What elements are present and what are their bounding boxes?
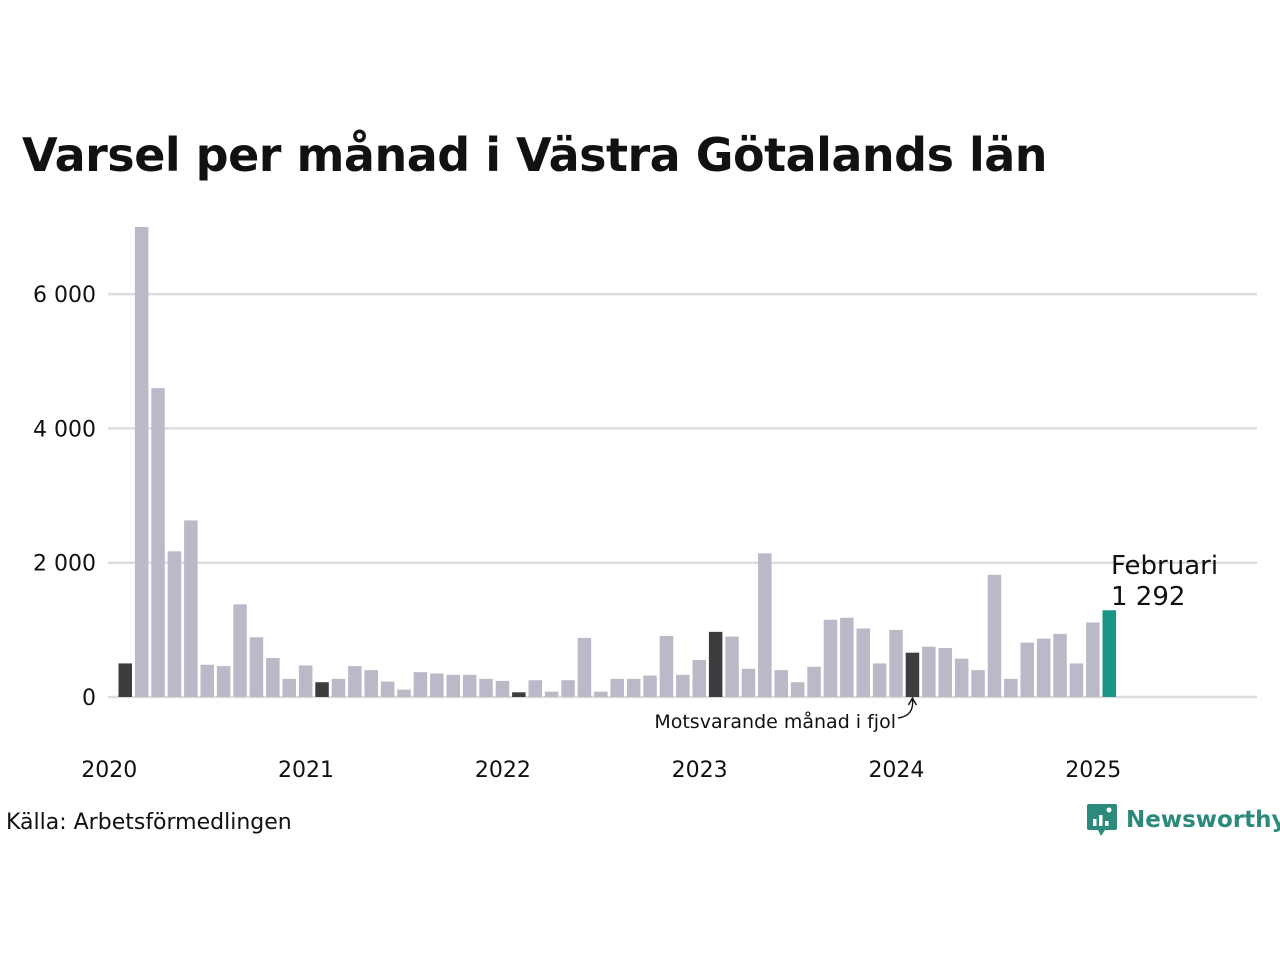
brand-logo: Newsworthy [1086, 802, 1280, 838]
bar [397, 689, 411, 697]
bar [790, 682, 805, 697]
bars [118, 227, 1116, 697]
annotation: Motsvarande månad i fjol [654, 696, 918, 733]
bar [528, 680, 542, 697]
bar [840, 617, 854, 697]
bar [1036, 638, 1051, 697]
bar [561, 680, 575, 697]
bar [1069, 663, 1084, 697]
bar [495, 680, 510, 697]
bar [331, 678, 346, 697]
bar [856, 628, 870, 697]
bar [577, 637, 592, 697]
bar [134, 227, 149, 697]
bar [184, 520, 198, 697]
bar [823, 619, 838, 697]
x-axis-ticks: 2020 2021 2022 2023 2024 2025 [81, 758, 1121, 783]
bar [971, 670, 985, 697]
x-tick-label: 2022 [475, 758, 531, 783]
current-value-label: 1 292 [1111, 582, 1185, 612]
bar [1102, 610, 1116, 697]
x-tick-label: 2021 [278, 758, 334, 783]
chart-title: Varsel per månad i Västra Götalands län [22, 128, 1048, 182]
bar [659, 635, 674, 697]
bar [741, 668, 756, 697]
bar [626, 678, 641, 697]
annotation-arrow [897, 698, 914, 719]
bar [446, 674, 460, 697]
bar [1020, 642, 1034, 697]
annotation-arrowhead [907, 696, 918, 706]
bar [1053, 633, 1067, 697]
bar [938, 647, 952, 697]
y-tick-label: 4 000 [33, 417, 96, 442]
bar [266, 658, 280, 697]
y-tick-label: 2 000 [33, 552, 96, 577]
bar [512, 692, 526, 697]
current-month-label: Februari [1111, 551, 1218, 581]
y-tick-label: 0 [82, 686, 96, 711]
chart-bubble-icon [1087, 804, 1117, 836]
bar [987, 574, 1002, 697]
bar [167, 551, 182, 697]
bar [364, 670, 378, 697]
bar [200, 664, 214, 697]
bar [922, 646, 936, 697]
bar [807, 666, 821, 697]
grid-lines [108, 292, 1257, 699]
bar [462, 674, 477, 697]
x-tick-label: 2025 [1065, 758, 1121, 783]
bar [643, 675, 657, 697]
bar [282, 678, 296, 697]
y-tick-label: 6 000 [33, 283, 96, 308]
x-tick-label: 2023 [672, 758, 728, 783]
bar [610, 678, 624, 697]
bar [315, 682, 329, 697]
bar [872, 663, 887, 697]
source-text: Källa: Arbetsförmedlingen [6, 810, 292, 835]
bar [151, 388, 165, 697]
bar [413, 672, 428, 697]
x-tick-label: 2024 [868, 758, 924, 783]
bar [708, 631, 723, 697]
bar [889, 629, 903, 697]
bar [905, 652, 920, 697]
y-axis-ticks: 0 2 000 4 000 6 000 [33, 283, 96, 711]
annotation-text: Motsvarande månad i fjol [654, 710, 896, 733]
bar [758, 553, 772, 697]
bar [430, 673, 444, 697]
bar [216, 666, 231, 697]
bar [348, 666, 362, 697]
bar [676, 674, 690, 697]
bar [233, 604, 247, 697]
bar [774, 670, 788, 697]
bar [1004, 678, 1018, 697]
bar [725, 636, 739, 697]
bar [298, 665, 313, 697]
bar [954, 658, 969, 697]
bar [594, 691, 608, 697]
bar [118, 663, 132, 697]
bar [479, 678, 493, 697]
bar [249, 637, 264, 697]
bar [380, 681, 395, 697]
bar [544, 691, 559, 697]
bar [692, 660, 706, 697]
x-tick-label: 2020 [81, 758, 137, 783]
brand-name: Newsworthy [1126, 807, 1280, 833]
bar [1086, 622, 1100, 697]
